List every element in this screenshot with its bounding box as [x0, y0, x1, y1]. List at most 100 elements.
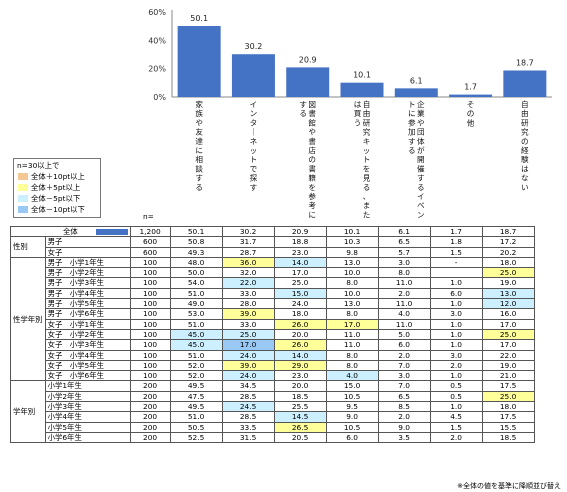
value-cell: 21.0	[481, 370, 535, 382]
value-cell: 8.0	[325, 349, 379, 361]
value-cell: 14.0	[273, 256, 327, 269]
table-row: 女子 600 49.3 28.7 23.0 9.8 5.7 1.5 20.2	[11, 246, 535, 258]
n-cell: 100	[129, 370, 171, 382]
value-cell: 33.0	[221, 287, 275, 300]
n-cell: 100	[129, 267, 171, 279]
value-cell: 3.0	[377, 256, 431, 269]
table-row: 性別 男子 600 50.8 31.7 18.8 10.3 6.5 1.8 17.2	[10, 236, 535, 258]
n-cell: 200	[129, 431, 171, 444]
value-cell: 23.0	[273, 370, 327, 382]
value-cell: 17.0	[273, 267, 327, 279]
row-label: 女子 小学2年生	[44, 328, 131, 341]
category-label: トに参加する	[408, 100, 416, 155]
value-cell: 24.5	[221, 401, 275, 413]
value-cell: 6.0	[429, 287, 483, 300]
value-cell: 9.5	[325, 401, 379, 413]
table-row: 男子 小学2年生 100 50.0 32.0 17.0 10.0 8.0 25.0	[11, 267, 535, 279]
value-cell: 20.0	[273, 380, 327, 392]
value-cell: 15.5	[481, 421, 535, 433]
value-cell: 9.8	[325, 246, 379, 258]
value-cell: 25.0	[273, 277, 327, 289]
value-cell: 3.0	[429, 308, 483, 320]
value-cell: 13.0	[481, 287, 535, 300]
value-cell: 51.0	[169, 349, 223, 361]
value-cell: 11.0	[325, 328, 379, 341]
category-label: 自由研究の経験はない	[521, 99, 529, 192]
y-tick-label: 20%	[148, 65, 166, 74]
value-cell: 18.5	[273, 390, 327, 403]
value-cell: 52.0	[169, 370, 223, 382]
value-cell	[429, 267, 483, 279]
value-cell: 51.0	[169, 318, 223, 330]
legend: n=30以上で 全体＋10pt以上 全体＋5pt以上 全体－5pt以下 全体－10pt…	[13, 158, 101, 218]
value-cell: 28.5	[221, 411, 275, 423]
n-cell: 100	[129, 339, 171, 351]
value-cell: 6.5	[377, 236, 431, 248]
value-cell: 24.0	[273, 298, 327, 310]
value-cell: 1.0	[429, 298, 483, 310]
table-row: 女子 小学4年生 100 51.0 24.0 14.0 8.0 2.0 3.0 22.0	[11, 349, 535, 361]
value-cell: 29.0	[273, 359, 327, 372]
n-cell: 200	[129, 390, 171, 403]
table-row: 小学2年生 200 47.5 28.5 18.5 10.5 6.5 0.5 25.0	[11, 390, 535, 403]
row-label: 小学4年生	[44, 411, 131, 423]
value-cell: 10.0	[325, 267, 379, 279]
value-cell: 6.0	[377, 339, 431, 351]
value-cell: 25.0	[481, 328, 535, 341]
category-label: 家族や友達に相談する	[195, 99, 203, 192]
value-cell: 53.0	[169, 308, 223, 320]
value-cell: 45.0	[169, 328, 223, 341]
category-label: 図書館や書店の書籍を参考に	[308, 100, 316, 219]
category-label: する	[299, 100, 307, 118]
value-cell: 49.3	[169, 246, 223, 258]
n-cell: 600	[129, 236, 171, 248]
row-label: 女子 小学3年生	[44, 339, 131, 351]
value-cell: 18.8	[273, 236, 327, 248]
bar	[177, 26, 221, 97]
value-cell: 23.0	[273, 246, 327, 258]
value-cell: 31.7	[221, 236, 275, 248]
n-cell: 1,200	[129, 225, 171, 238]
value-cell: 0.5	[429, 380, 483, 392]
n-cell: 200	[129, 380, 171, 392]
category-label: インタ｜ネットで探す	[250, 100, 258, 192]
legend-item: 全体＋5pt以上	[18, 183, 80, 192]
value-cell: 36.0	[221, 256, 275, 269]
value-cell: 31.5	[221, 431, 275, 444]
value-cell: 14.5	[273, 411, 327, 423]
value-cell: 25.0	[481, 390, 535, 403]
bar-chart: 0% 20% 40% 60% 50.1 家族や友達に相談する 30.2 インタ｜ネットで探す 2…	[148, 8, 552, 219]
value-cell: 8.5	[377, 401, 431, 413]
row-label: 男子 小学3年生	[44, 277, 131, 289]
value-cell: 24.0	[221, 370, 275, 382]
value-cell: 19.0	[481, 277, 535, 289]
bar-value-label: 50.1	[190, 14, 208, 23]
row-label: 女子 小学1年生	[44, 318, 131, 330]
value-cell: 17.5	[481, 380, 535, 392]
row-label: 女子 小学5年生	[44, 359, 131, 372]
table-row: 小学6年生 200 52.5 31.5 20.5 6.0 3.5 2.0 18.5	[11, 431, 535, 444]
table-row: 男子 小学4年生 100 51.0 33.0 15.0 10.0 2.0 6.0 13.0	[11, 287, 535, 300]
table-row: 男子 小学6年生 100 53.0 39.0 18.0 8.0 4.0 3.0 16.0	[11, 308, 535, 320]
bar	[503, 70, 547, 97]
value-cell: 1.5	[429, 246, 483, 258]
value-cell: 19.0	[481, 359, 535, 372]
value-cell: 3.5	[377, 431, 431, 444]
value-cell: 1.0	[429, 401, 483, 413]
value-cell: 33.0	[221, 318, 275, 330]
value-cell: 22.0	[481, 349, 535, 361]
table-row: 性学年別 男子 小学1年生 100 48.0 36.0 14.0 13.0 3.0-18.0	[10, 256, 535, 382]
legend-label: 全体＋5pt以上	[31, 183, 81, 192]
value-cell: 50.0	[169, 267, 223, 279]
bar-value-label: 1.7	[464, 83, 477, 92]
value-cell: 48.0	[169, 256, 223, 269]
row-label: 男子 小学6年生	[44, 308, 131, 320]
value-cell: 18.0	[481, 256, 535, 269]
value-cell: 2.0	[377, 287, 431, 300]
value-cell: 28.0	[221, 298, 275, 310]
value-cell: 17.0	[481, 318, 535, 330]
value-cell: 11.0	[377, 318, 431, 330]
value-cell: 8.0	[325, 359, 379, 372]
n-cell: 100	[129, 308, 171, 320]
value-cell: 50.5	[169, 421, 223, 433]
